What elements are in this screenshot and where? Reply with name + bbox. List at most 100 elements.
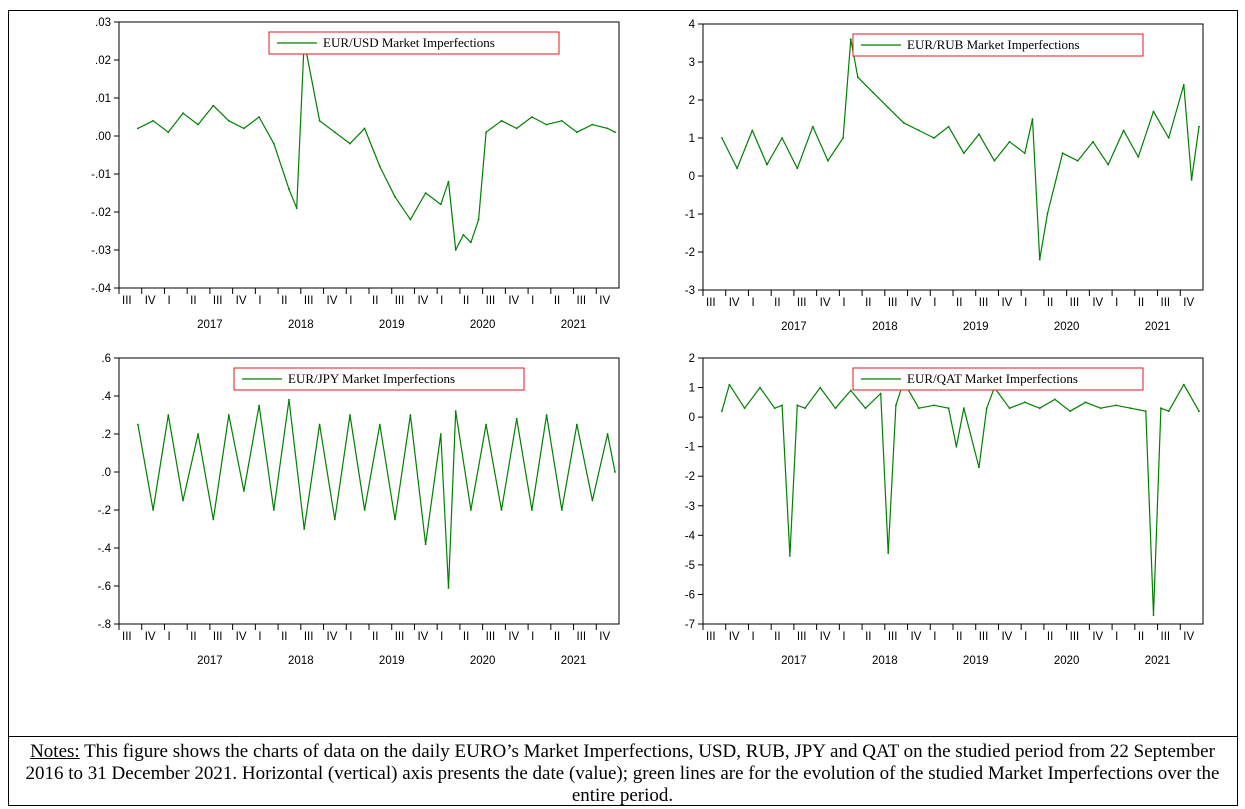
data-point — [1031, 118, 1034, 120]
series-segment — [485, 424, 503, 511]
data-point — [1152, 110, 1155, 113]
x-quarter-label: IV — [236, 631, 247, 643]
x-quarter-label: III — [979, 297, 989, 309]
data-point — [137, 127, 139, 130]
data-point — [1137, 156, 1140, 158]
x-quarter-label: IV — [599, 295, 610, 307]
data-point — [887, 106, 890, 109]
data-point — [182, 112, 184, 115]
data-point — [167, 414, 170, 416]
series-segment — [865, 393, 882, 409]
x-quarter-label: IV — [145, 295, 156, 307]
series-segment — [744, 387, 761, 409]
series-segment — [781, 405, 791, 557]
x-quarter-label: III — [213, 295, 223, 307]
x-quarter-label: III — [1161, 631, 1171, 643]
series-segment — [197, 433, 214, 520]
data-point — [318, 119, 321, 122]
data-point — [804, 407, 806, 410]
data-point — [1046, 213, 1049, 215]
series-segment — [978, 133, 995, 162]
series-segment — [1100, 404, 1117, 409]
series-segment — [182, 433, 199, 501]
series-segment — [819, 387, 836, 409]
series-segment — [933, 126, 949, 139]
x-quarter-label: I — [531, 295, 534, 307]
data-point — [591, 499, 594, 502]
x-quarter-label: I — [531, 631, 534, 643]
series-segment — [1130, 407, 1146, 412]
series-segment — [561, 120, 578, 133]
y-tick-label: .2 — [101, 429, 111, 441]
data-point — [819, 386, 822, 389]
series-segment — [531, 414, 548, 511]
x-year-label: 2019 — [963, 321, 989, 333]
x-quarter-label: II — [774, 297, 780, 309]
x-quarter-label: III — [122, 631, 132, 643]
x-quarter-label: II — [865, 297, 871, 309]
series-segment — [288, 399, 305, 530]
data-point — [363, 509, 366, 511]
x-quarter-label: IV — [145, 631, 156, 643]
data-point — [728, 383, 731, 386]
data-point — [470, 241, 472, 244]
series-segment — [1160, 407, 1169, 412]
x-quarter-label: IV — [729, 297, 740, 309]
series-segment — [478, 132, 487, 220]
series-segment — [447, 411, 457, 588]
data-point — [560, 509, 563, 511]
x-quarter-label: II — [190, 631, 196, 643]
data-point — [796, 167, 799, 170]
data-point — [917, 129, 920, 132]
data-point — [197, 433, 200, 435]
x-year-label: 2017 — [781, 655, 807, 667]
series-segment — [258, 116, 275, 144]
x-year-label: 2019 — [963, 655, 989, 667]
series-segment — [561, 424, 578, 511]
series-segment — [850, 390, 866, 409]
legend-box — [852, 367, 1144, 391]
x-quarter-label: IV — [820, 297, 831, 309]
series-segment — [212, 105, 230, 122]
series-segment — [152, 120, 169, 133]
series-segment — [349, 127, 366, 145]
data-point — [485, 131, 487, 134]
y-tick-label: 4 — [689, 19, 696, 31]
x-quarter-label: III — [706, 297, 716, 309]
data-point — [378, 165, 381, 168]
y-tick-label: .6 — [101, 353, 111, 365]
series-segment — [516, 116, 533, 129]
data-point — [1054, 398, 1056, 401]
series-segment — [1152, 408, 1162, 616]
series-segment — [1069, 401, 1086, 412]
data-point — [545, 123, 548, 126]
series-segment — [607, 127, 616, 133]
data-point — [978, 466, 980, 469]
series-segment — [500, 418, 518, 511]
series-segment — [1168, 384, 1185, 412]
x-quarter-label: IV — [820, 631, 831, 643]
data-point — [781, 404, 783, 407]
legend-label: EUR/QAT Market Imperfections — [907, 371, 1078, 386]
data-point — [985, 407, 988, 410]
x-quarter-label: III — [395, 295, 405, 307]
series-segment — [455, 234, 464, 251]
data-point — [227, 119, 230, 122]
series-segment — [804, 387, 821, 409]
data-point — [470, 509, 472, 511]
x-year-label: 2020 — [470, 319, 496, 331]
y-tick-label: -2 — [685, 247, 695, 259]
series-segment — [1024, 118, 1034, 154]
series-segment — [978, 408, 988, 468]
series-segment — [516, 418, 533, 511]
legend-box — [852, 33, 1144, 57]
series-segment — [1024, 401, 1040, 409]
data-point — [721, 137, 723, 139]
series-segment — [167, 414, 184, 501]
series-segment — [607, 433, 616, 473]
data-point — [394, 518, 396, 521]
series-segment — [933, 404, 949, 409]
data-point — [1190, 178, 1193, 181]
data-point — [515, 127, 518, 130]
